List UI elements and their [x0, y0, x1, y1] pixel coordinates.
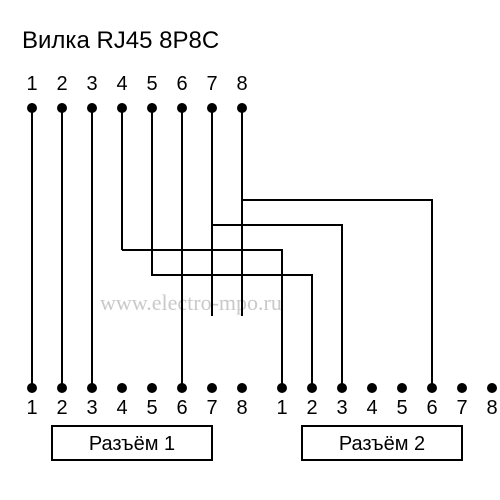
- connector-2-pin-label: 1: [276, 397, 287, 419]
- connector-2-pin-dot: [397, 383, 407, 393]
- connector-1-pin-label: 8: [236, 397, 247, 419]
- connector-2-pin-label: 3: [336, 397, 347, 419]
- connector-1-pin-label: 6: [176, 397, 187, 419]
- top-pin-label: 5: [146, 73, 157, 95]
- connector-2-pin-dot: [487, 383, 497, 393]
- watermark-text: www.electro-mpo.ru: [100, 290, 282, 315]
- connector-2-pin-dot: [457, 383, 467, 393]
- wiring-diagram: Вилка RJ45 8P8Cwww.electro-mpo.ru1234567…: [0, 0, 500, 500]
- diagram-title: Вилка RJ45 8P8C: [22, 27, 219, 54]
- connector-1-pin-label: 7: [206, 397, 217, 419]
- connector-2-pin-label: 4: [366, 397, 377, 419]
- connector-1-pin-label: 3: [86, 397, 97, 419]
- top-pin-label: 6: [176, 73, 187, 95]
- connector-1-pin-label: 5: [146, 397, 157, 419]
- connector-1-pin-label: 4: [116, 397, 127, 419]
- top-pin-label: 3: [86, 73, 97, 95]
- top-pin-label: 4: [116, 73, 127, 95]
- connector-1-pin-dot: [117, 383, 127, 393]
- connector-1-pin-label: 1: [26, 397, 37, 419]
- connector-2-pin-label: 2: [306, 397, 317, 419]
- connector-2-pin-label: 8: [486, 397, 497, 419]
- connector-2-pin-dot: [367, 383, 377, 393]
- connector-1-box-label: Разъём 1: [89, 433, 175, 455]
- top-pin-label: 8: [236, 73, 247, 95]
- top-pin-label: 2: [56, 73, 67, 95]
- top-pin-label: 7: [206, 73, 217, 95]
- connector-1-pin-label: 2: [56, 397, 67, 419]
- connector-2-pin-label: 7: [456, 397, 467, 419]
- connector-2-pin-label: 6: [426, 397, 437, 419]
- connector-2-pin-label: 5: [396, 397, 407, 419]
- connector-1-pin-dot: [207, 383, 217, 393]
- top-pin-label: 1: [26, 73, 37, 95]
- connector-1-pin-dot: [237, 383, 247, 393]
- connector-1-pin-dot: [147, 383, 157, 393]
- connector-2-box-label: Разъём 2: [339, 433, 425, 455]
